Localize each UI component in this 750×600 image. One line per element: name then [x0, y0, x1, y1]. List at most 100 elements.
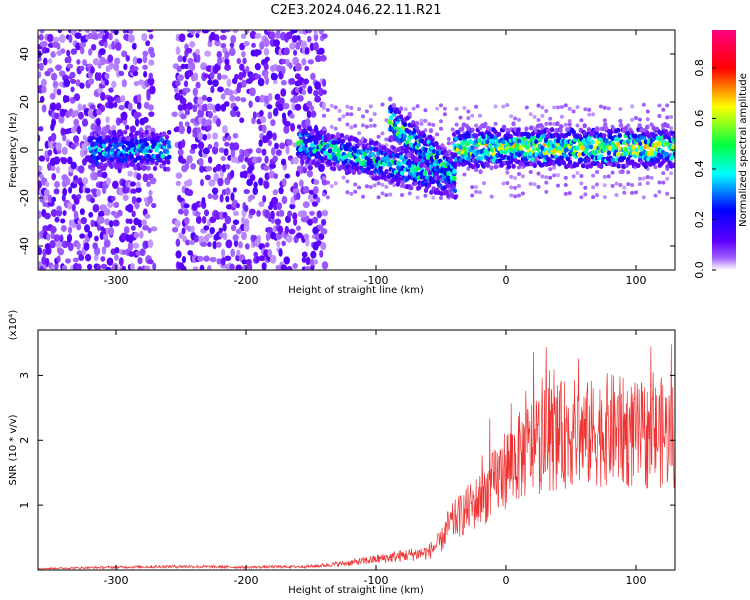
spectrogram-cell [665, 103, 670, 108]
spectrogram-cell [267, 92, 273, 102]
spectrogram-cell [127, 241, 134, 251]
spectrogram-cell [548, 167, 553, 172]
spectrogram-cell [586, 157, 591, 163]
spectrogram-cell [128, 30, 133, 35]
spectrogram-cell [197, 96, 204, 105]
spectrogram-cell [175, 46, 181, 56]
spectrogram-cell [301, 251, 308, 258]
spectrogram-cell [306, 110, 312, 119]
spectrogram-cell [195, 48, 200, 55]
spectrogram-cell [167, 143, 172, 149]
spectrogram-cell [357, 185, 362, 190]
spectrogram-cell [398, 106, 404, 112]
spectrogram-cell [657, 103, 662, 108]
spectrogram-cell [113, 62, 119, 72]
spectrogram-cell [208, 30, 212, 32]
spectrogram-cell [466, 116, 471, 121]
spectrogram-cell [161, 160, 167, 166]
spectrogram-cell [283, 120, 291, 127]
spectrogram-cell [212, 240, 217, 250]
spectrogram-cell [657, 180, 662, 185]
spectrogram-cell [524, 126, 529, 132]
spectrogram-cell [50, 51, 56, 58]
spectrogram-cell [110, 147, 115, 153]
spectrogram-cell [224, 51, 230, 59]
spectrogram-cell [121, 50, 128, 58]
spectrogram-cell [106, 257, 114, 266]
spectrogram-cell [225, 195, 230, 203]
spectrogram-cell [347, 142, 352, 148]
spectrogram-cell [631, 145, 636, 151]
spectrogram-cell [152, 166, 158, 172]
spectrogram-cell [282, 102, 290, 110]
spectrogram-cell [475, 163, 481, 169]
spectrogram-cell [591, 185, 596, 190]
spectrogram-x-label: Height of straight line (km) [288, 285, 424, 296]
spectrogram-cell [55, 166, 61, 174]
spectrogram-x-tick-label: 100 [626, 274, 647, 287]
spectrogram-cell [544, 108, 549, 113]
spectrogram-cell [372, 112, 377, 117]
spectrogram-cell [493, 104, 498, 109]
spectrogram-cell [60, 157, 68, 165]
spectrogram-cell [178, 33, 186, 43]
spectrogram-cell [300, 40, 308, 49]
spectrogram-cell [60, 218, 66, 224]
spectrogram-cell [88, 211, 94, 218]
spectrogram-cell [285, 215, 291, 224]
spectrogram-cell [460, 141, 465, 147]
spectrogram-cell [630, 190, 635, 195]
spectrogram-cell [548, 140, 553, 146]
spectrogram-cell [123, 129, 128, 135]
spectrogram-cell [384, 137, 389, 142]
spectrogram-cell [201, 215, 207, 224]
spectrogram-cell [203, 255, 210, 262]
spectrogram-cell [452, 188, 458, 194]
spectrogram-cell [209, 70, 215, 80]
spectrogram-cell [142, 55, 148, 64]
spectrogram-cell [364, 184, 369, 189]
spectrogram-cell [258, 139, 263, 147]
spectrogram-cell [466, 156, 471, 162]
spectrogram-cell [579, 181, 584, 186]
spectrogram-cell [174, 80, 181, 87]
spectrogram-cell [307, 85, 313, 95]
spectrogram-cell [626, 156, 631, 162]
snr-x-ticks: -300 -200 -100 0 100 [104, 330, 647, 587]
spectrogram-cell [57, 248, 65, 256]
spectrogram-cell [150, 226, 158, 232]
spectrogram-cell [255, 49, 262, 56]
spectrogram-cell [38, 71, 42, 79]
spectrogram-cell [257, 78, 265, 87]
spectrogram-cell [206, 232, 213, 239]
spectrogram-cell [376, 181, 381, 186]
spectrogram-cell [88, 78, 95, 85]
spectrogram-cell [295, 62, 302, 72]
spectrogram-cell [548, 175, 553, 180]
spectrogram-cell [401, 183, 406, 189]
spectrogram-cell [328, 161, 333, 167]
snr-series-line [38, 344, 675, 570]
spectrogram-cell [313, 30, 318, 36]
spectrogram-cell [293, 217, 298, 226]
spectrogram-cell [315, 151, 321, 157]
spectrogram-cell [295, 225, 301, 231]
spectrogram-cell [86, 263, 93, 270]
spectrogram-cell [112, 219, 120, 227]
spectrogram-cell [499, 149, 504, 155]
spectrogram-cell [217, 177, 224, 187]
spectrogram-cell [317, 163, 325, 173]
colorbar: 0.0 0.2 0.4 0.6 0.8 Normalized spectral ampl… [693, 30, 749, 279]
spectrogram-cell [351, 170, 357, 176]
spectrogram-cell [353, 189, 358, 194]
spectrogram-cell [216, 50, 223, 59]
spectrogram-cell [321, 179, 328, 186]
spectrogram-cell [598, 104, 603, 109]
spectrogram-cell [107, 102, 115, 109]
spectrogram-cell [128, 251, 134, 257]
spectrogram-cell [38, 247, 43, 256]
colorbar-tick-label: 0.6 [693, 110, 706, 128]
spectrogram-cell [532, 182, 537, 187]
spectrogram-cell [315, 239, 322, 247]
spectrogram-cell [552, 122, 557, 127]
